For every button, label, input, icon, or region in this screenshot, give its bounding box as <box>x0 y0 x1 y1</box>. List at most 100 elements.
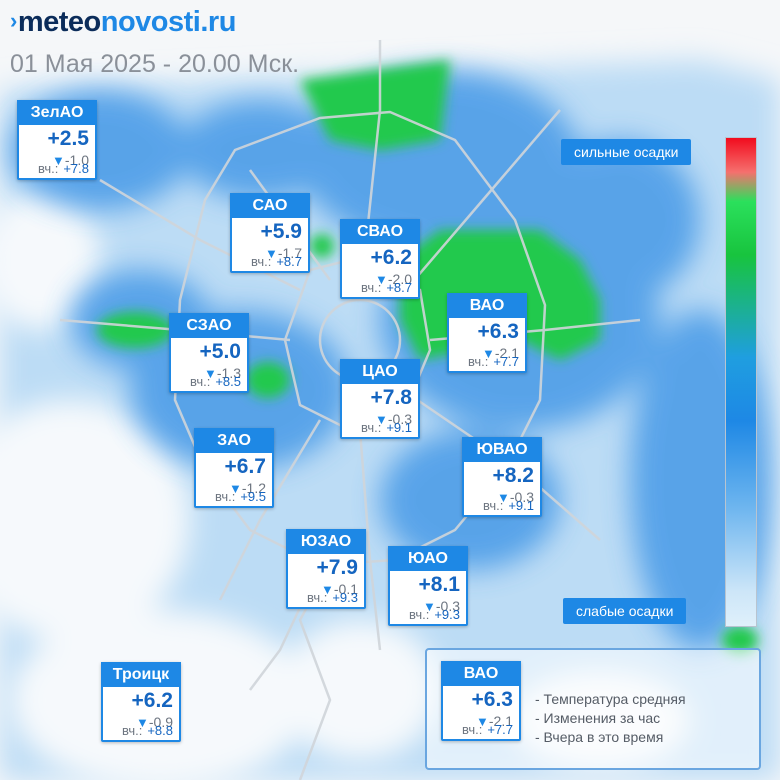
district-hourly-change: ▼-0.3 <box>375 411 412 427</box>
yesterday-value: +9.3 <box>434 607 460 622</box>
logo-text-part2: novosti.ru <box>100 6 237 38</box>
district-yesterday: вч.: +9.1 <box>361 420 412 435</box>
down-arrow-icon: ▼ <box>265 246 278 261</box>
change-value: -2.0 <box>387 271 412 287</box>
district-yesterday: вч.: +7.7 <box>468 354 519 369</box>
district-card-troitsk: Троицк +6.2 ▼-0.9 вч.: +8.8 <box>101 662 181 742</box>
district-name: ЮАО <box>388 546 468 571</box>
district-temperature: +8.1 <box>418 573 460 596</box>
yesterday-prefix: вч.: <box>468 354 489 369</box>
district-card-yuzao: ЮЗАО +7.9 ▼-0.1 вч.: +9.3 <box>286 529 366 609</box>
legend-line-yesterday: - Вчера в это время <box>535 729 664 745</box>
down-arrow-icon: ▼ <box>229 481 242 496</box>
change-value: -1.7 <box>277 245 302 261</box>
site-logo: ›meteonovosti.ru <box>10 6 236 39</box>
legend-example-card: ВАО +6.3 ▼-2.1 вч.: +7.7 <box>441 661 521 741</box>
district-hourly-change: ▼-0.9 <box>136 714 173 730</box>
down-arrow-icon: ▼ <box>497 490 510 505</box>
down-arrow-icon: ▼ <box>375 412 388 427</box>
district-name: СВАО <box>340 219 420 244</box>
district-name: САО <box>230 193 310 218</box>
change-value: -1.0 <box>64 152 89 168</box>
precipitation-scale-bar <box>725 137 757 627</box>
district-temperature: +6.2 <box>131 689 173 712</box>
yesterday-prefix: вч.: <box>462 722 483 737</box>
change-value: -0.9 <box>148 714 173 730</box>
down-arrow-icon: ▼ <box>482 346 495 361</box>
change-value: -2.1 <box>488 713 513 729</box>
district-temperature: +7.9 <box>316 556 358 579</box>
down-arrow-icon: ▼ <box>375 272 388 287</box>
district-card-vao: ВАО +6.3 ▼-2.1 вч.: +7.7 <box>447 293 527 373</box>
district-name: ЗАО <box>194 428 274 453</box>
district-hourly-change: ▼-1.2 <box>229 480 266 496</box>
change-value: -0.3 <box>387 411 412 427</box>
district-hourly-change: ▼-2.1 <box>482 345 519 361</box>
district-temperature: +5.0 <box>199 340 241 363</box>
district-yesterday: вч.: +7.8 <box>38 161 89 176</box>
change-value: -2.1 <box>494 345 519 361</box>
yesterday-value: +9.1 <box>386 420 412 435</box>
legend-line-hourly-change: - Изменения за час <box>535 710 661 726</box>
yesterday-prefix: вч.: <box>361 420 382 435</box>
change-value: -1.2 <box>241 480 266 496</box>
district-name: ЮВАО <box>462 437 542 462</box>
district-yesterday: вч.: +9.1 <box>483 498 534 513</box>
change-value: -1.3 <box>216 365 241 381</box>
district-yesterday: вч.: +8.8 <box>122 723 173 738</box>
district-hourly-change: ▼-2.0 <box>375 271 412 287</box>
yesterday-prefix: вч.: <box>251 254 272 269</box>
yesterday-value: +8.5 <box>215 374 241 389</box>
district-yesterday: вч.: +7.7 <box>462 722 513 737</box>
scale-label-heavy: сильные осадки <box>561 139 692 165</box>
down-arrow-icon: ▼ <box>52 153 65 168</box>
yesterday-prefix: вч.: <box>122 723 143 738</box>
yesterday-value: +7.8 <box>63 161 89 176</box>
down-arrow-icon: ▼ <box>321 582 334 597</box>
district-yesterday: вч.: +8.7 <box>361 280 412 295</box>
district-name: ЗелАО <box>17 100 97 125</box>
yesterday-value: +9.1 <box>508 498 534 513</box>
district-yesterday: вч.: +8.7 <box>251 254 302 269</box>
district-temperature: +6.3 <box>471 688 513 711</box>
district-temperature: +6.7 <box>224 455 266 478</box>
district-hourly-change: ▼-0.3 <box>497 489 534 505</box>
yesterday-value: +8.7 <box>276 254 302 269</box>
yesterday-value: +7.7 <box>487 722 513 737</box>
legend-line-temperature: - Температура средняя <box>535 691 686 707</box>
forecast-datetime: 01 Мая 2025 - 20.00 Мск. <box>10 50 300 78</box>
yesterday-value: +9.3 <box>332 590 358 605</box>
district-name: Троицк <box>101 662 181 687</box>
yesterday-value: +9.5 <box>240 489 266 504</box>
district-name: СЗАО <box>169 313 249 338</box>
scale-label-light: слабые осадки <box>563 598 687 624</box>
district-yesterday: вч.: +9.3 <box>307 590 358 605</box>
yesterday-value: +7.7 <box>493 354 519 369</box>
yesterday-value: +8.7 <box>386 280 412 295</box>
district-temperature: +7.8 <box>370 386 412 409</box>
yesterday-prefix: вч.: <box>190 374 211 389</box>
district-temperature: +6.3 <box>477 320 519 343</box>
yesterday-prefix: вч.: <box>409 607 430 622</box>
district-card-cao: ЦАО +7.8 ▼-0.3 вч.: +9.1 <box>340 359 420 439</box>
district-name: ВАО <box>441 661 521 686</box>
district-hourly-change: ▼-1.7 <box>265 245 302 261</box>
down-arrow-icon: ▼ <box>476 714 489 729</box>
change-value: -0.3 <box>509 489 534 505</box>
yesterday-prefix: вч.: <box>38 161 59 176</box>
district-temperature: +6.2 <box>370 246 412 269</box>
district-card-zao: ЗАО +6.7 ▼-1.2 вч.: +9.5 <box>194 428 274 508</box>
district-temperature: +8.2 <box>492 464 534 487</box>
district-card-sao: САО +5.9 ▼-1.7 вч.: +8.7 <box>230 193 310 273</box>
district-card-szao: СЗАО +5.0 ▼-1.3 вч.: +8.5 <box>169 313 249 393</box>
district-hourly-change: ▼-0.1 <box>321 581 358 597</box>
yesterday-prefix: вч.: <box>483 498 504 513</box>
district-card-svao: СВАО +6.2 ▼-2.0 вч.: +8.7 <box>340 219 420 299</box>
district-temperature: +2.5 <box>47 127 89 150</box>
district-name: ВАО <box>447 293 527 318</box>
down-arrow-icon: ▼ <box>136 715 149 730</box>
down-arrow-icon: ▼ <box>423 599 436 614</box>
change-value: -0.3 <box>435 598 460 614</box>
yesterday-prefix: вч.: <box>361 280 382 295</box>
yesterday-prefix: вч.: <box>215 489 236 504</box>
